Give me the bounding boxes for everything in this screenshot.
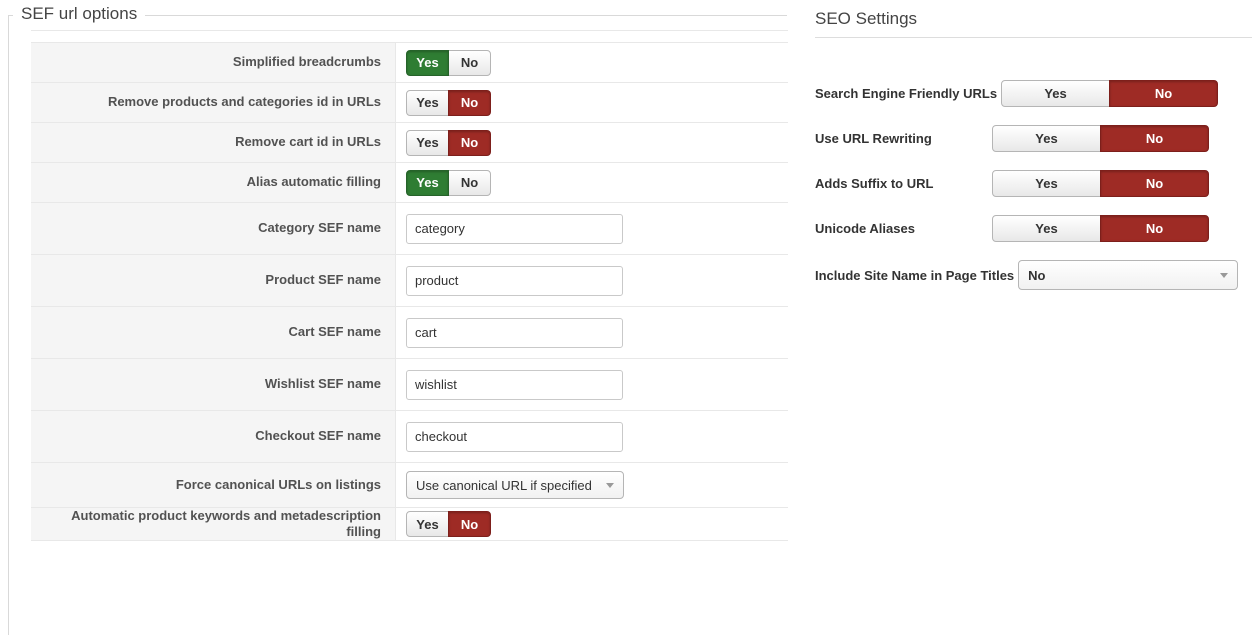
select-value: No [1028, 267, 1046, 283]
remove-products-and-categories-id-in-urls-no-button[interactable]: No [448, 89, 491, 116]
field-control-cell: Use canonical URL if specified [396, 463, 788, 507]
automatic-product-keywords-and-metadescription-filling-no-button[interactable]: No [448, 511, 491, 537]
settings-row: Cart SEF name [31, 307, 788, 359]
unicode-aliases-no-button[interactable]: No [1100, 215, 1209, 242]
field-label-force-canonical-urls-on-listings: Force canonical URLs on listings [31, 463, 396, 507]
settings-row: Checkout SEF name [31, 411, 788, 463]
settings-row: Unicode Aliases Yes No [815, 215, 1252, 242]
settings-row: Search Engine Friendly URLs Yes No [815, 80, 1252, 107]
sef-options-table: Simplified breadcrumbs Yes No Remove produc… [31, 30, 788, 541]
field-label-remove-products-and-categories-id-in-urls: Remove products and categories id in URL… [31, 83, 396, 122]
fieldset-legend: SEF url options [13, 4, 146, 24]
seo-settings-panel: SEO Settings Search Engine Friendly URLs… [815, 0, 1252, 308]
settings-row: Simplified breadcrumbs Yes No [31, 43, 788, 83]
toggle-automatic-product-keywords-and-metadescription-filling: Yes No [406, 511, 491, 537]
field-label-cart-sef-name: Cart SEF name [31, 307, 396, 358]
select-force-canonical-urls-on-listings[interactable]: Use canonical URL if specified [406, 471, 624, 499]
input-cart-sef-name[interactable] [406, 317, 623, 348]
search-engine-friendly-urls-no-button[interactable]: No [1109, 80, 1219, 107]
use-url-rewriting-no-button[interactable]: No [1100, 125, 1209, 152]
field-label-category-sef-name: Category SEF name [31, 203, 396, 254]
settings-row: Remove products and categories id in URL… [31, 83, 788, 123]
adds-suffix-to-url-no-button[interactable]: No [1100, 170, 1209, 197]
settings-row: Automatic product keywords and metadescr… [31, 508, 788, 541]
heading-divider [815, 37, 1252, 38]
toggle-simplified-breadcrumbs: Yes No [406, 49, 491, 76]
settings-row: Wishlist SEF name [31, 359, 788, 411]
field-label-automatic-product-keywords-and-metadescription-filling: Automatic product keywords and metadescr… [31, 508, 396, 540]
field-label-use-url-rewriting: Use URL Rewriting [815, 131, 932, 146]
input-wishlist-sef-name[interactable] [406, 369, 623, 400]
field-label-remove-cart-id-in-urls: Remove cart id in URLs [31, 123, 396, 162]
toggle-unicode-aliases: Yes No [992, 215, 1209, 242]
settings-row: Alias automatic filling Yes No [31, 163, 788, 203]
use-url-rewriting-yes-button[interactable]: Yes [992, 125, 1101, 152]
settings-row: Remove cart id in URLs Yes No [31, 123, 788, 163]
field-control-cell: Yes No [396, 508, 788, 540]
adds-suffix-to-url-yes-button[interactable]: Yes [992, 170, 1101, 197]
field-label-include-site-name-in-page-titles: Include Site Name in Page Titles [815, 267, 1015, 283]
field-label-product-sef-name: Product SEF name [31, 255, 396, 306]
select-value: Use canonical URL if specified [416, 477, 592, 493]
automatic-product-keywords-and-metadescription-filling-yes-button[interactable]: Yes [406, 511, 449, 537]
toggle-search-engine-friendly-urls: Yes No [1001, 80, 1219, 107]
select-include-site-name-in-page-titles[interactable]: No [1018, 260, 1239, 290]
field-label-unicode-aliases: Unicode Aliases [815, 221, 915, 236]
field-control-cell: Yes No [396, 123, 788, 162]
field-control-cell [396, 411, 788, 462]
toggle-use-url-rewriting: Yes No [992, 125, 1209, 152]
input-product-sef-name[interactable] [406, 265, 623, 296]
alias-automatic-filling-no-button[interactable]: No [448, 169, 491, 196]
toggle-remove-cart-id-in-urls: Yes No [406, 129, 491, 156]
table-spacer-row [31, 31, 788, 43]
field-control-cell [396, 359, 788, 410]
field-label-alias-automatic-filling: Alias automatic filling [31, 163, 396, 202]
simplified-breadcrumbs-no-button[interactable]: No [448, 49, 491, 76]
settings-row: Adds Suffix to URL Yes No [815, 170, 1252, 197]
unicode-aliases-yes-button[interactable]: Yes [992, 215, 1101, 242]
chevron-down-icon [1220, 272, 1229, 278]
field-label-search-engine-friendly-urls: Search Engine Friendly URLs [815, 86, 998, 101]
field-control-cell: Yes No [396, 163, 788, 202]
input-checkout-sef-name[interactable] [406, 421, 623, 452]
settings-row: Product SEF name [31, 255, 788, 307]
field-control-cell [396, 307, 788, 358]
seo-settings-heading: SEO Settings [815, 9, 918, 28]
settings-row: Include Site Name in Page Titles No [815, 260, 1252, 290]
alias-automatic-filling-yes-button[interactable]: Yes [406, 169, 449, 196]
field-label-simplified-breadcrumbs: Simplified breadcrumbs [31, 43, 396, 82]
settings-row: Use URL Rewriting Yes No [815, 125, 1252, 152]
field-control-cell [396, 255, 788, 306]
simplified-breadcrumbs-yes-button[interactable]: Yes [406, 49, 449, 76]
field-label-checkout-sef-name: Checkout SEF name [31, 411, 396, 462]
toggle-alias-automatic-filling: Yes No [406, 169, 491, 196]
sef-url-options-fieldset: SEF url options Simplified breadcrumbs Ye… [8, 4, 788, 635]
field-label-adds-suffix-to-url: Adds Suffix to URL [815, 176, 934, 191]
settings-row: Force canonical URLs on listings Use cano… [31, 463, 788, 508]
chevron-down-icon [606, 482, 614, 488]
remove-cart-id-in-urls-no-button[interactable]: No [448, 129, 491, 156]
field-control-cell [396, 203, 788, 254]
search-engine-friendly-urls-yes-button[interactable]: Yes [1001, 80, 1111, 107]
field-label-wishlist-sef-name: Wishlist SEF name [31, 359, 396, 410]
settings-row: Category SEF name [31, 203, 788, 255]
toggle-remove-products-and-categories-id-in-urls: Yes No [406, 89, 491, 116]
input-category-sef-name[interactable] [406, 213, 623, 244]
field-control-cell: Yes No [396, 83, 788, 122]
remove-products-and-categories-id-in-urls-yes-button[interactable]: Yes [406, 89, 449, 116]
remove-cart-id-in-urls-yes-button[interactable]: Yes [406, 129, 449, 156]
toggle-adds-suffix-to-url: Yes No [992, 170, 1209, 197]
field-control-cell: Yes No [396, 43, 788, 82]
